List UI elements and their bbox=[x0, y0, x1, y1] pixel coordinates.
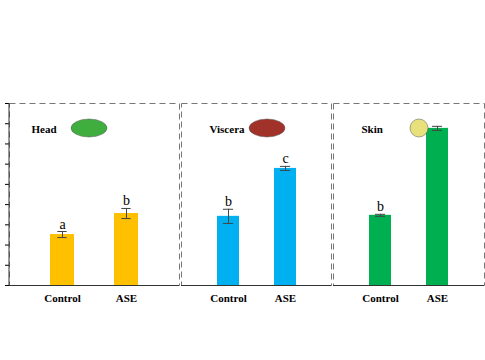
svg-text:ASE: ASE bbox=[275, 292, 296, 304]
svg-text:ASE: ASE bbox=[116, 292, 137, 304]
svg-text:Skin: Skin bbox=[362, 123, 383, 135]
svg-text:Control: Control bbox=[44, 292, 80, 304]
svg-text:ASE: ASE bbox=[427, 292, 448, 304]
svg-text:Head: Head bbox=[32, 123, 57, 135]
svg-text:Control: Control bbox=[210, 292, 246, 304]
svg-text:b: b bbox=[225, 194, 232, 209]
svg-text:b: b bbox=[123, 193, 130, 208]
svg-text:b: b bbox=[377, 199, 384, 214]
svg-text:c: c bbox=[282, 151, 288, 166]
svg-text:Viscera: Viscera bbox=[210, 123, 246, 135]
svg-text:a: a bbox=[59, 217, 66, 232]
svg-text:Control: Control bbox=[362, 292, 398, 304]
